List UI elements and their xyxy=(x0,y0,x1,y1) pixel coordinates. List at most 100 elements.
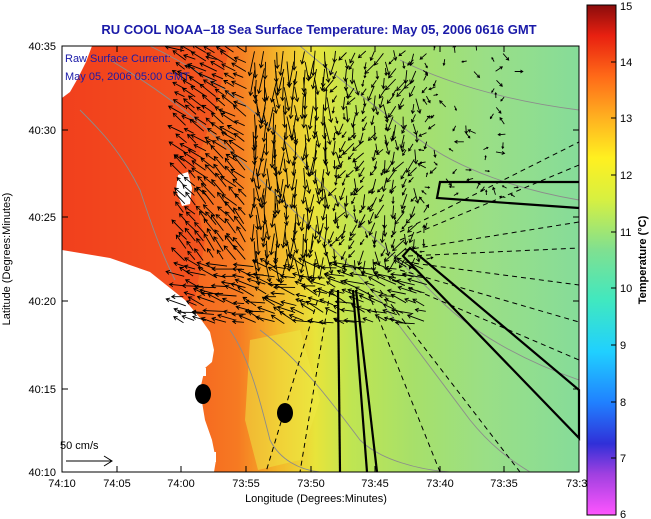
land-peninsula xyxy=(62,250,216,472)
current-vector xyxy=(332,203,336,212)
current-vector xyxy=(183,291,195,296)
current-vector xyxy=(223,72,235,80)
current-vector xyxy=(383,316,395,322)
current-vector xyxy=(226,125,244,136)
current-vector xyxy=(253,177,262,203)
current-vector xyxy=(203,218,217,234)
current-vector xyxy=(175,133,187,144)
current-vector xyxy=(280,184,286,204)
current-vector xyxy=(388,106,397,118)
current-vector xyxy=(234,120,245,127)
current-vector xyxy=(349,52,356,64)
current-vector xyxy=(178,213,187,222)
current-vector xyxy=(276,305,296,314)
x-tick-label: 73:50 xyxy=(297,478,325,490)
current-vector xyxy=(324,214,330,232)
current-vector xyxy=(214,88,225,96)
current-vector xyxy=(367,276,386,287)
current-vector xyxy=(386,288,406,295)
current-vector xyxy=(350,114,356,128)
current-vector xyxy=(372,125,378,142)
current-vector xyxy=(261,231,267,248)
current-vector xyxy=(411,114,416,123)
current-vector xyxy=(194,229,204,242)
current-vector xyxy=(285,169,291,189)
current-vector xyxy=(338,238,345,246)
current-vector xyxy=(262,112,269,127)
current-vector xyxy=(396,278,415,286)
current-vector xyxy=(226,232,234,242)
current-vector xyxy=(400,141,406,153)
current-vector xyxy=(233,215,247,232)
current-vector xyxy=(247,51,255,77)
current-vector xyxy=(264,214,271,241)
current-vector xyxy=(280,300,297,306)
current-vector xyxy=(302,105,308,119)
current-vector xyxy=(369,167,377,176)
current-vector xyxy=(196,106,206,114)
current-vector xyxy=(375,70,380,80)
current-vector xyxy=(269,143,275,169)
current-vector xyxy=(249,224,255,243)
current-vector xyxy=(402,149,407,157)
current-vector xyxy=(424,62,428,69)
scale-arrow xyxy=(66,455,113,467)
current-vector xyxy=(367,85,375,102)
current-vector xyxy=(287,61,295,87)
current-vector xyxy=(269,213,275,228)
current-vector xyxy=(300,303,315,313)
current-vector xyxy=(349,224,357,237)
y-tick-label: 40:20 xyxy=(28,296,56,308)
current-vector xyxy=(408,85,416,98)
current-vector xyxy=(258,51,265,69)
current-vector xyxy=(183,152,197,161)
current-vector xyxy=(380,249,386,257)
current-vector xyxy=(310,150,318,176)
current-vector xyxy=(371,149,377,162)
colorbar-tick-label: 11 xyxy=(620,227,631,239)
current-vector xyxy=(233,207,245,224)
current-vector xyxy=(231,311,246,317)
current-vector xyxy=(168,282,184,288)
current-vector xyxy=(496,79,503,87)
current-vector xyxy=(312,224,318,240)
current-vector xyxy=(184,279,197,287)
current-vector xyxy=(196,261,215,270)
current-vector xyxy=(427,124,436,130)
current-vector xyxy=(452,125,457,132)
current-vector xyxy=(182,53,196,60)
current-vector xyxy=(263,296,284,307)
current-vector xyxy=(409,70,417,85)
current-vector xyxy=(452,168,457,175)
legend-line-1: Raw Surface Current: xyxy=(65,53,171,65)
current-vector xyxy=(216,249,224,260)
current-vector xyxy=(199,83,216,97)
current-vector xyxy=(367,132,377,142)
current-vector xyxy=(394,139,400,151)
colorbar-tick-label: 6 xyxy=(620,509,626,519)
current-vector xyxy=(303,223,309,244)
current-vector xyxy=(407,277,427,286)
current-vector xyxy=(295,292,307,298)
current-vector xyxy=(410,195,417,202)
current-vector xyxy=(282,264,295,270)
current-vector xyxy=(489,113,494,120)
current-vector xyxy=(207,293,225,303)
current-vector xyxy=(400,116,406,130)
current-vector xyxy=(238,314,256,323)
current-vector xyxy=(254,286,267,295)
current-vector xyxy=(292,71,298,86)
current-vector xyxy=(491,88,495,93)
current-vector xyxy=(381,177,388,193)
current-vector xyxy=(398,50,406,57)
current-vector xyxy=(306,206,315,229)
current-vector xyxy=(211,73,224,80)
current-vector xyxy=(171,247,186,262)
current-vector xyxy=(184,104,197,115)
current-vector xyxy=(174,91,185,98)
current-vector xyxy=(363,62,367,70)
current-vector xyxy=(294,105,300,123)
current-vector xyxy=(367,187,375,194)
current-vector xyxy=(221,63,236,72)
